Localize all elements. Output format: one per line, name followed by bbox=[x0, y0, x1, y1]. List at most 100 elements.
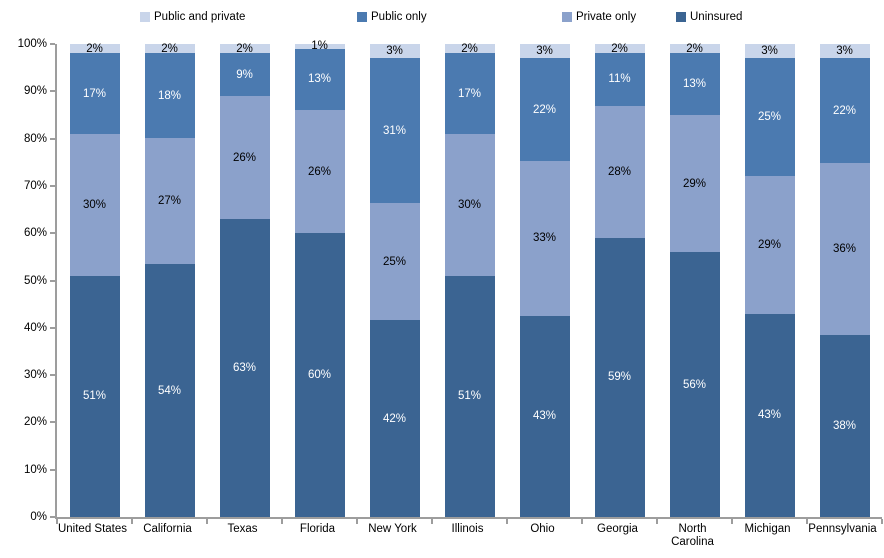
data-label: 25% bbox=[757, 111, 782, 124]
y-axis-tick-label: 70% bbox=[23, 179, 47, 192]
bar-segment-public-and-private: 1% bbox=[294, 40, 345, 52]
data-label: 30% bbox=[457, 198, 482, 211]
y-axis-tick bbox=[50, 421, 55, 424]
bar-segment-public-only: 9% bbox=[219, 53, 270, 97]
y-axis-tick-label: 80% bbox=[23, 132, 47, 145]
legend-label: Public only bbox=[371, 11, 427, 23]
bar-segment-uninsured: 43% bbox=[744, 313, 795, 517]
y-axis-tick bbox=[50, 232, 55, 235]
bar-segment-uninsured: 38% bbox=[819, 335, 870, 517]
data-label: 28% bbox=[607, 165, 632, 178]
legend-item-public-and-private: Public and private bbox=[140, 10, 245, 24]
y-axis-tick bbox=[50, 43, 55, 45]
y-axis-labels: 0% 10% 20% 30% 40% 50% 60% 70% 80% 90% 100% bbox=[0, 38, 47, 523]
bar-segment-public-and-private: 2% bbox=[144, 43, 195, 55]
bar-segment-private-only: 26% bbox=[219, 96, 270, 220]
bar-slot-illinois: 51% 30% 17% 2% bbox=[432, 42, 507, 517]
bar-illinois: 51% 30% 17% 2% bbox=[444, 42, 495, 517]
x-axis-category-label: United States bbox=[57, 523, 128, 535]
y-axis-tick-label: 40% bbox=[23, 321, 47, 334]
legend-swatch-private-only bbox=[562, 12, 572, 22]
bar-segment-public-and-private: 2% bbox=[669, 42, 720, 55]
data-label: 3% bbox=[386, 45, 403, 58]
bar-ohio: 43% 33% 22% 3% bbox=[519, 44, 570, 517]
legend-swatch-public-only bbox=[357, 12, 367, 22]
x-axis-tick bbox=[881, 519, 883, 524]
bar-segment-uninsured: 51% bbox=[444, 275, 495, 517]
bar-slot-georgia: 59% 28% 11% 2% bbox=[582, 43, 657, 517]
y-axis-tick bbox=[50, 279, 55, 282]
data-label: 59% bbox=[607, 371, 632, 384]
bar-slot-california: 54% 27% 18% 2% bbox=[132, 43, 207, 517]
x-axis-tick bbox=[206, 519, 208, 524]
data-label: 27% bbox=[157, 194, 182, 207]
bar-segment-public-only: 17% bbox=[69, 53, 120, 134]
y-axis-tick bbox=[50, 184, 55, 187]
x-axis-category-label: Georgia bbox=[597, 523, 638, 535]
y-axis-tick bbox=[50, 137, 55, 140]
x-axis-tick bbox=[731, 519, 733, 524]
bar-segment-public-only: 31% bbox=[369, 58, 420, 204]
x-axis-category-label: New York bbox=[368, 523, 417, 535]
bar-segment-public-and-private: 3% bbox=[369, 44, 420, 59]
data-label: 3% bbox=[836, 45, 853, 58]
bar-segment-public-only: 13% bbox=[294, 48, 345, 111]
data-label: 51% bbox=[457, 390, 482, 403]
data-label: 3% bbox=[761, 45, 778, 58]
bar-segment-private-only: 26% bbox=[294, 110, 345, 234]
data-label: 11% bbox=[608, 73, 631, 86]
x-axis-category-label: Texas bbox=[227, 523, 258, 535]
bar-segment-public-only: 13% bbox=[669, 53, 720, 115]
x-axis-tick bbox=[356, 519, 358, 524]
bar-segment-private-only: 30% bbox=[69, 133, 120, 276]
data-label: 54% bbox=[157, 384, 182, 397]
x-axis-tick bbox=[656, 519, 658, 524]
y-axis-tick-label: 20% bbox=[23, 416, 47, 429]
bars-container: 51% 30% 17% 2% 54% 27% 18% 2% 63% 26% 9% 2% 60% 26% 13… bbox=[57, 40, 882, 517]
bar-segment-public-and-private: 3% bbox=[744, 44, 795, 59]
data-label: 1% bbox=[311, 40, 328, 53]
bar-texas: 63% 26% 9% 2% bbox=[219, 43, 270, 517]
y-axis-tick-label: 100% bbox=[17, 38, 47, 50]
data-label: 60% bbox=[307, 369, 332, 382]
x-axis-category-label: California bbox=[143, 523, 192, 535]
x-axis-category-label: Ohio bbox=[530, 523, 555, 535]
data-label: 29% bbox=[682, 177, 707, 190]
bar-segment-uninsured: 51% bbox=[69, 275, 120, 517]
y-axis-tick bbox=[50, 90, 55, 93]
bar-segment-uninsured: 42% bbox=[369, 320, 420, 517]
y-axis-tick bbox=[50, 326, 55, 329]
bar-slot-north-carolina: 56% 29% 13% 2% bbox=[657, 42, 732, 517]
data-label: 29% bbox=[757, 239, 782, 252]
x-axis-labels: United States California Texas Florida New Y… bbox=[55, 523, 880, 549]
data-label: 18% bbox=[157, 89, 182, 102]
bar-segment-public-only: 17% bbox=[444, 53, 495, 134]
data-label: 2% bbox=[86, 42, 103, 55]
bar-slot-new-york: 42% 25% 31% 3% bbox=[357, 44, 432, 517]
bar-segment-private-only: 25% bbox=[369, 203, 420, 321]
legend-label: Uninsured bbox=[690, 11, 743, 23]
bar-segment-public-and-private: 2% bbox=[219, 43, 270, 55]
bar-united-states: 51% 30% 17% 2% bbox=[69, 42, 120, 517]
legend-swatch-uninsured bbox=[676, 12, 686, 22]
bar-segment-private-only: 29% bbox=[744, 176, 795, 314]
x-axis-category-label: Michigan bbox=[744, 523, 791, 535]
data-label: 38% bbox=[832, 420, 857, 433]
data-label: 42% bbox=[382, 412, 407, 425]
x-axis-tick bbox=[506, 519, 508, 524]
y-axis-tick bbox=[50, 516, 55, 518]
y-axis-tick-label: 90% bbox=[23, 85, 47, 98]
data-label: 17% bbox=[457, 87, 482, 100]
data-label: 56% bbox=[682, 378, 707, 391]
data-label: 2% bbox=[686, 42, 703, 55]
bar-segment-private-only: 28% bbox=[594, 105, 645, 238]
plot-area: 51% 30% 17% 2% 54% 27% 18% 2% 63% 26% 9% 2% 60% 26% 13… bbox=[50, 40, 883, 524]
bar-slot-florida: 60% 26% 13% 1% bbox=[282, 40, 357, 517]
bar-segment-public-only: 18% bbox=[144, 53, 195, 138]
legend-item-private-only: Private only bbox=[562, 10, 636, 24]
data-label: 33% bbox=[532, 232, 557, 245]
bar-segment-uninsured: 54% bbox=[144, 264, 195, 517]
data-label: 36% bbox=[832, 243, 857, 256]
y-axis-tick-label: 10% bbox=[23, 463, 47, 476]
data-label: 2% bbox=[461, 42, 478, 55]
